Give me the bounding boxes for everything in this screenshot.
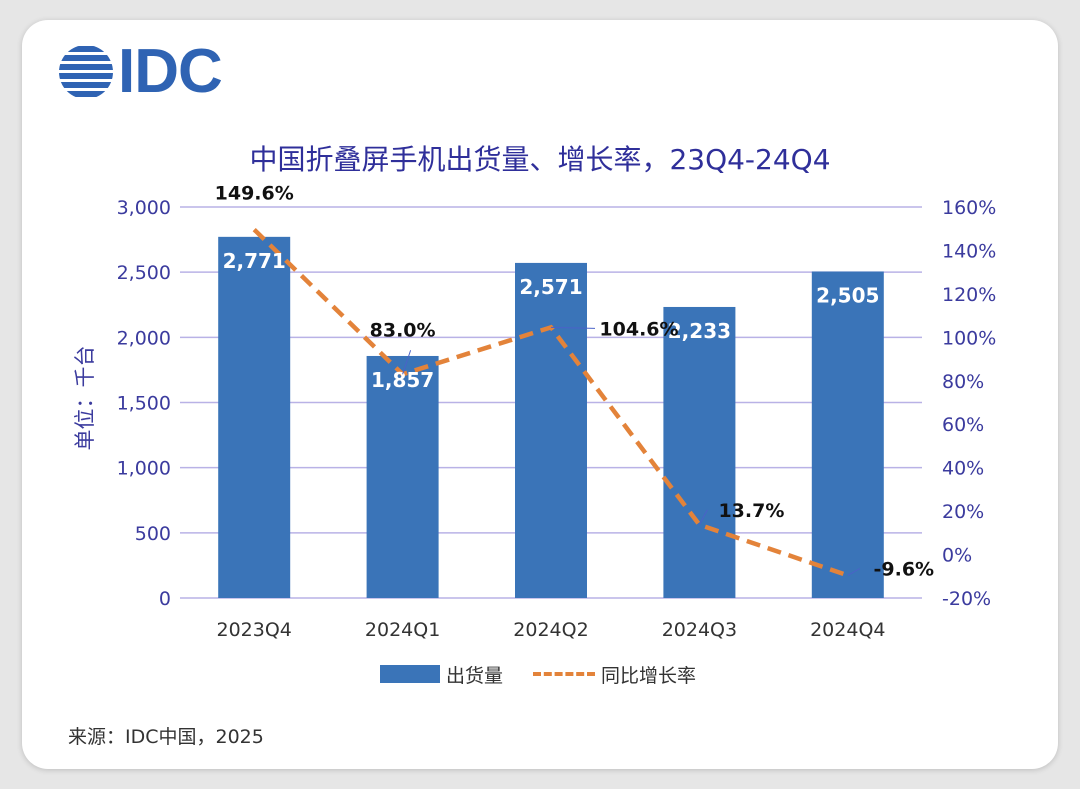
legend: 出货量 同比增长率 xyxy=(380,660,696,688)
label-leader-line xyxy=(402,350,412,375)
y2-tick-label: 40% xyxy=(942,458,984,480)
y2-tick-label: 140% xyxy=(942,240,996,262)
legend-bar-label: 出货量 xyxy=(446,664,504,687)
y2-tick-label: 120% xyxy=(942,284,996,306)
bar xyxy=(663,306,736,598)
y-tick-label: 500 xyxy=(135,523,171,545)
bar-value-label: 2,771 xyxy=(223,249,286,273)
line-value-label: 83.0% xyxy=(370,319,436,341)
bar xyxy=(366,355,439,598)
bar-value-label: 2,233 xyxy=(668,319,731,343)
bar-value-label: 1,857 xyxy=(371,368,434,392)
y2-tick-label: 0% xyxy=(942,545,972,567)
label-leader-line xyxy=(847,567,861,576)
label-leader-line xyxy=(698,509,708,526)
y2-tick-label: 60% xyxy=(942,414,984,436)
line-value-label: 149.6% xyxy=(215,183,294,205)
bar xyxy=(218,236,291,599)
y2-tick-label: 100% xyxy=(942,327,996,349)
y-tick-label: 1,500 xyxy=(117,393,171,415)
chart-title: 中国折叠屏手机出货量、增长率，23Q4-24Q4 xyxy=(249,143,831,176)
logo-text: IDC xyxy=(118,37,223,106)
y-tick-label: 1,000 xyxy=(117,458,171,480)
bar-value-label: 2,505 xyxy=(816,284,879,308)
line-value-label: 13.7% xyxy=(718,500,784,522)
legend-line-swatch xyxy=(533,672,596,676)
y-tick-label: 0 xyxy=(159,588,171,610)
y2-tick-label: 160% xyxy=(942,197,996,219)
x-tick-label: 2024Q3 xyxy=(662,619,737,641)
label-leader-line xyxy=(550,326,596,329)
globe-icon xyxy=(59,46,113,97)
idc-logo: IDC xyxy=(58,40,238,104)
x-tick-label: 2024Q2 xyxy=(513,619,588,641)
bar xyxy=(811,271,884,598)
line-value-label: -9.6% xyxy=(874,558,935,580)
x-tick-label: 2023Q4 xyxy=(216,619,291,641)
bar xyxy=(515,262,587,598)
y-tick-label: 2,500 xyxy=(117,262,171,284)
y2-tick-label: 20% xyxy=(942,501,984,523)
y2-tick-label: 80% xyxy=(942,371,984,393)
legend-bar-swatch xyxy=(380,665,440,683)
y-tick-label: 3,000 xyxy=(117,197,171,219)
x-tick-label: 2024Q4 xyxy=(810,619,885,641)
line-value-label: 104.6% xyxy=(599,318,678,340)
x-tick-label: 2024Q1 xyxy=(365,619,440,641)
y-tick-label: 2,000 xyxy=(117,327,171,349)
legend-line-label: 同比增长率 xyxy=(601,664,697,687)
bar-value-label: 2,571 xyxy=(519,275,582,299)
y-axis-label: 单位：千台 xyxy=(73,346,97,451)
source-note: 来源：IDC中国，2025 xyxy=(68,726,264,748)
y2-tick-label: -20% xyxy=(942,588,991,610)
